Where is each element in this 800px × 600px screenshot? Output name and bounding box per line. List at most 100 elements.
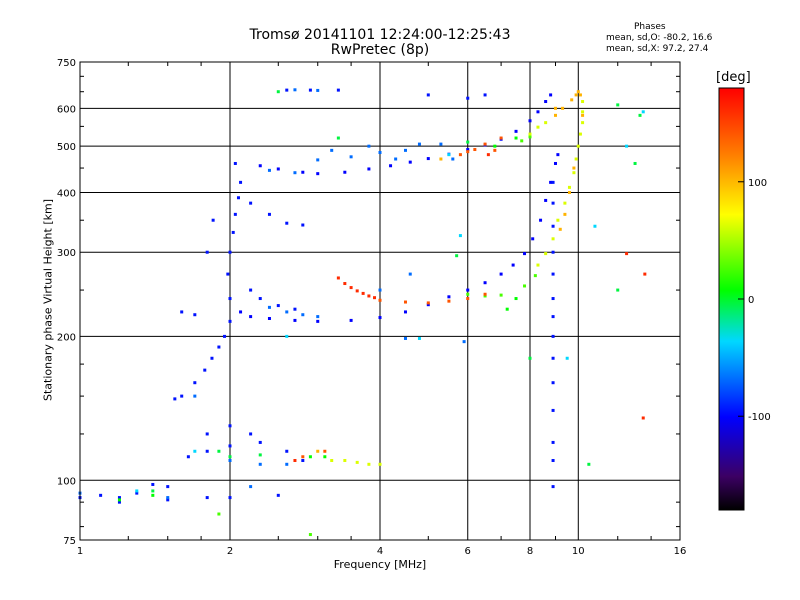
data-point bbox=[285, 88, 289, 92]
data-point bbox=[367, 294, 371, 298]
data-point bbox=[514, 129, 518, 133]
data-point bbox=[536, 110, 540, 114]
data-point bbox=[458, 234, 462, 238]
data-point bbox=[258, 462, 262, 466]
y-tick-label: 100 bbox=[57, 476, 76, 487]
data-point bbox=[330, 458, 334, 462]
data-point bbox=[523, 284, 527, 288]
data-point bbox=[301, 455, 305, 459]
data-point bbox=[458, 153, 462, 157]
data-point bbox=[276, 304, 280, 308]
data-point bbox=[258, 164, 262, 168]
data-point bbox=[466, 148, 470, 152]
data-point bbox=[217, 449, 221, 453]
data-point bbox=[301, 458, 305, 462]
data-point bbox=[276, 167, 280, 171]
data-point bbox=[373, 296, 377, 300]
data-point bbox=[551, 334, 555, 338]
data-point bbox=[193, 381, 197, 385]
data-point bbox=[316, 172, 320, 176]
data-point bbox=[483, 142, 487, 146]
colorbar-tick-label: 0 bbox=[748, 295, 754, 306]
data-point bbox=[417, 142, 421, 146]
data-point bbox=[228, 319, 232, 323]
data-point bbox=[349, 286, 353, 290]
data-point bbox=[205, 496, 209, 500]
data-point bbox=[549, 180, 553, 184]
data-point bbox=[551, 297, 555, 301]
data-point bbox=[316, 315, 320, 319]
data-point bbox=[551, 356, 555, 360]
data-point bbox=[514, 297, 518, 301]
x-tick-label: 10 bbox=[572, 546, 585, 557]
data-point bbox=[408, 160, 412, 164]
data-point bbox=[267, 212, 271, 216]
data-point bbox=[135, 489, 139, 493]
data-point bbox=[439, 157, 443, 161]
data-point bbox=[226, 272, 230, 276]
data-point bbox=[151, 489, 155, 493]
y-tick-label: 750 bbox=[57, 58, 76, 69]
data-point bbox=[551, 201, 555, 205]
data-point bbox=[228, 444, 232, 448]
data-point bbox=[394, 157, 398, 161]
data-point bbox=[378, 298, 382, 302]
data-point bbox=[426, 157, 430, 161]
data-point bbox=[293, 307, 297, 311]
data-point bbox=[528, 119, 532, 123]
x-tick-label: 4 bbox=[377, 546, 383, 557]
data-point bbox=[205, 432, 209, 436]
data-point bbox=[193, 449, 197, 453]
data-point bbox=[228, 424, 232, 428]
data-point bbox=[553, 161, 557, 165]
data-point bbox=[486, 153, 490, 157]
data-point bbox=[551, 272, 555, 276]
data-point bbox=[323, 455, 327, 459]
data-point bbox=[249, 485, 253, 489]
data-point bbox=[563, 212, 567, 216]
data-point bbox=[572, 171, 576, 175]
data-point bbox=[211, 218, 215, 222]
data-point bbox=[533, 274, 537, 278]
data-point bbox=[378, 462, 382, 466]
data-point bbox=[523, 252, 527, 256]
data-point bbox=[308, 455, 312, 459]
data-point bbox=[180, 394, 184, 398]
data-point bbox=[551, 408, 555, 412]
data-point bbox=[249, 288, 253, 292]
data-point bbox=[403, 148, 407, 152]
data-point bbox=[544, 100, 548, 104]
data-point bbox=[228, 496, 232, 500]
data-point bbox=[567, 185, 571, 189]
y-tick-label: 300 bbox=[57, 248, 76, 259]
data-point bbox=[343, 170, 347, 174]
data-point bbox=[544, 198, 548, 202]
data-point bbox=[549, 93, 553, 97]
chart-title: Tromsø 20141101 12:24:00-12:25:43 bbox=[249, 27, 511, 43]
x-axis-label: Frequency [MHz] bbox=[333, 558, 427, 571]
data-point bbox=[576, 144, 580, 148]
data-point bbox=[528, 132, 532, 136]
data-point bbox=[483, 292, 487, 296]
data-point bbox=[330, 148, 334, 152]
data-point bbox=[193, 313, 197, 317]
data-point bbox=[551, 250, 555, 254]
data-point bbox=[528, 135, 532, 139]
data-point bbox=[483, 281, 487, 285]
data-point bbox=[466, 150, 470, 154]
data-point bbox=[403, 336, 407, 340]
data-point bbox=[581, 110, 585, 114]
data-point bbox=[403, 310, 407, 314]
data-point bbox=[462, 340, 466, 344]
y-tick-label: 400 bbox=[57, 188, 76, 199]
data-point bbox=[117, 496, 121, 500]
data-point bbox=[236, 196, 240, 200]
data-point bbox=[531, 237, 535, 241]
data-point bbox=[511, 263, 515, 267]
data-point bbox=[578, 132, 582, 136]
data-point bbox=[493, 148, 497, 152]
data-point bbox=[99, 493, 103, 497]
data-point bbox=[466, 96, 470, 100]
data-point bbox=[572, 166, 576, 170]
